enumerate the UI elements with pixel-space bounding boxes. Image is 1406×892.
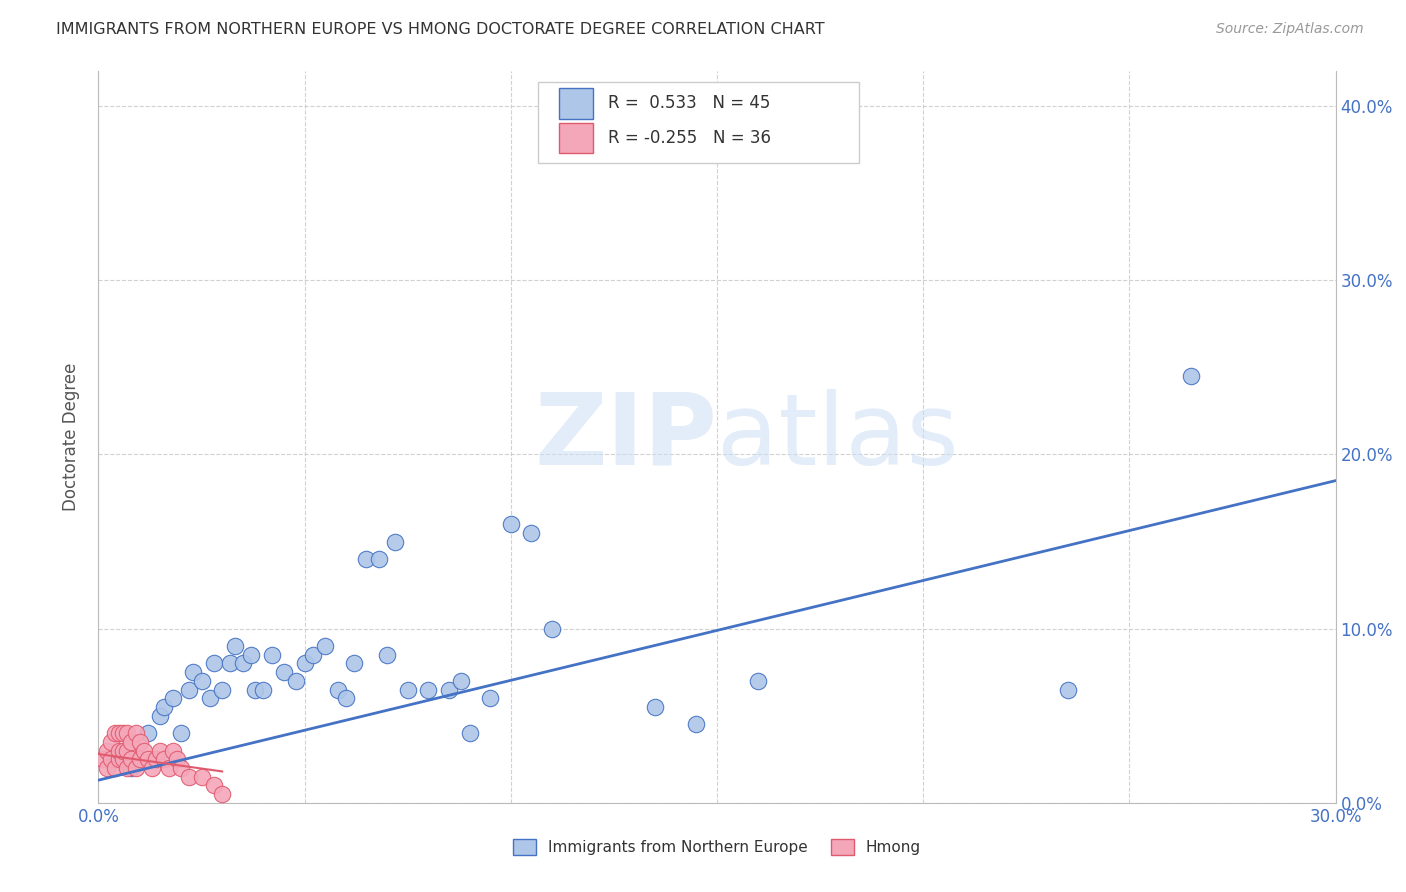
Point xyxy=(124,761,146,775)
Point xyxy=(170,726,193,740)
Point xyxy=(120,752,142,766)
Point xyxy=(149,743,172,757)
Point xyxy=(396,682,419,697)
Point xyxy=(162,691,184,706)
Point xyxy=(252,682,274,697)
Point xyxy=(96,743,118,757)
Point xyxy=(211,682,233,697)
Point xyxy=(117,743,139,757)
Point xyxy=(117,761,139,775)
Point xyxy=(356,552,378,566)
Point xyxy=(302,648,325,662)
Point xyxy=(260,648,283,662)
FancyBboxPatch shape xyxy=(537,82,859,162)
Point xyxy=(232,657,254,671)
Point xyxy=(100,752,122,766)
Point xyxy=(1180,369,1202,384)
Point xyxy=(211,787,233,801)
Point xyxy=(437,682,460,697)
Point xyxy=(117,726,139,740)
Point xyxy=(179,682,201,697)
Point xyxy=(343,657,366,671)
Point xyxy=(108,743,131,757)
Point xyxy=(450,673,472,688)
Point xyxy=(314,639,336,653)
Point xyxy=(375,648,398,662)
Point xyxy=(240,648,263,662)
Point xyxy=(326,682,349,697)
Point xyxy=(112,752,135,766)
Point xyxy=(108,726,131,740)
Point xyxy=(479,691,502,706)
Point xyxy=(166,752,188,766)
Text: atlas: atlas xyxy=(717,389,959,485)
Point xyxy=(157,761,180,775)
Point xyxy=(273,665,295,680)
Point xyxy=(285,673,308,688)
FancyBboxPatch shape xyxy=(558,88,593,119)
Point xyxy=(418,682,440,697)
Point xyxy=(91,752,114,766)
Point xyxy=(162,743,184,757)
Point xyxy=(384,534,406,549)
Text: R =  0.533   N = 45: R = 0.533 N = 45 xyxy=(609,94,770,112)
Point xyxy=(120,735,142,749)
Point xyxy=(128,752,150,766)
Point xyxy=(243,682,266,697)
Point xyxy=(219,657,242,671)
Point xyxy=(136,752,159,766)
Point xyxy=(100,735,122,749)
Point xyxy=(104,726,127,740)
Point xyxy=(190,770,212,784)
Point xyxy=(128,735,150,749)
Point xyxy=(224,639,246,653)
Point xyxy=(149,708,172,723)
Point xyxy=(335,691,357,706)
Point xyxy=(145,752,167,766)
Point xyxy=(1056,682,1078,697)
Point xyxy=(499,517,522,532)
Point xyxy=(520,525,543,540)
Point xyxy=(96,761,118,775)
Point xyxy=(132,743,155,757)
Y-axis label: Doctorate Degree: Doctorate Degree xyxy=(62,363,80,511)
Point xyxy=(294,657,316,671)
Point xyxy=(747,673,769,688)
Text: ZIP: ZIP xyxy=(534,389,717,485)
Point xyxy=(685,717,707,731)
Point xyxy=(124,726,146,740)
Point xyxy=(108,752,131,766)
Point xyxy=(202,778,225,792)
Point xyxy=(170,761,193,775)
Legend: Immigrants from Northern Europe, Hmong: Immigrants from Northern Europe, Hmong xyxy=(508,833,927,861)
Point xyxy=(112,726,135,740)
FancyBboxPatch shape xyxy=(558,122,593,153)
Text: IMMIGRANTS FROM NORTHERN EUROPE VS HMONG DOCTORATE DEGREE CORRELATION CHART: IMMIGRANTS FROM NORTHERN EUROPE VS HMONG… xyxy=(56,22,825,37)
Point xyxy=(190,673,212,688)
Point xyxy=(202,657,225,671)
Point xyxy=(136,726,159,740)
Point xyxy=(179,770,201,784)
Point xyxy=(104,761,127,775)
Point xyxy=(367,552,389,566)
Point xyxy=(120,761,142,775)
Point xyxy=(141,761,163,775)
Point xyxy=(644,700,666,714)
Point xyxy=(153,700,176,714)
Point xyxy=(112,743,135,757)
Point xyxy=(458,726,481,740)
Point xyxy=(181,665,204,680)
Point xyxy=(153,752,176,766)
Text: Source: ZipAtlas.com: Source: ZipAtlas.com xyxy=(1216,22,1364,37)
Text: R = -0.255   N = 36: R = -0.255 N = 36 xyxy=(609,129,770,147)
Point xyxy=(198,691,221,706)
Point xyxy=(541,622,564,636)
